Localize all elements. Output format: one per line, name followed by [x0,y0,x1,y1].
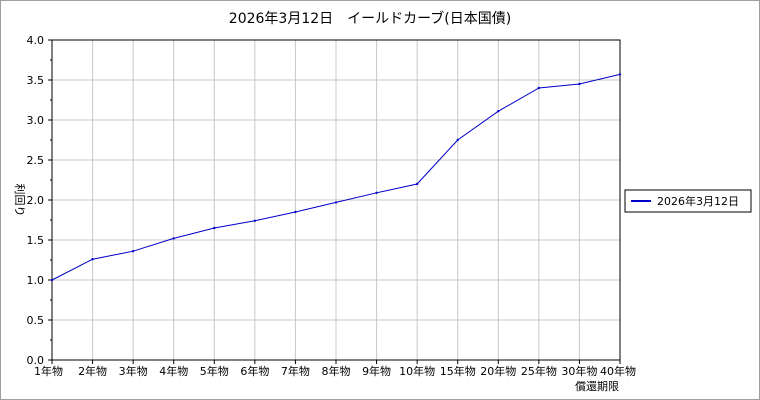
data-point [415,182,419,186]
y-tick-label: 0.0 [27,354,45,367]
x-tick-label: 7年物 [281,364,310,378]
data-point [91,258,94,261]
y-tick-label: 1.0 [27,274,45,287]
x-tick-label: 8年物 [322,364,351,378]
x-tick-label: 4年物 [159,364,188,378]
data-point [294,210,297,214]
legend-box [624,189,752,213]
x-tick-label: 40年物 [600,364,636,378]
chart-title: 2026年3月12日 イールドカーブ(日本国債) [229,10,511,27]
y-tick-label: 2.5 [27,154,45,167]
data-point [213,226,216,230]
x-tick-label: 25年物 [521,364,557,378]
x-tick-label: 3年物 [119,364,148,378]
x-tick-label: 2年物 [78,364,107,378]
y-axis-ticks: 0.0 0.5 1.0 1.5 2.0 2.5 3.0 3.5 4.0 [27,34,52,367]
x-tick-label: 5年物 [200,364,229,378]
legend[interactable]: 2026年3月12日 [624,189,752,213]
y-tick-label: 1.5 [27,234,45,247]
y-tick-label: 3.0 [27,114,45,127]
legend-label: 2026年3月12日 [657,194,739,208]
y-axis-label: 利回り [13,184,26,217]
data-point [334,201,338,204]
y-tick-label: 3.5 [27,74,45,87]
x-tick-label: 1年物 [34,364,63,378]
data-point [50,278,54,282]
grid-lines [52,40,620,360]
x-tick-label: 30年物 [561,364,597,378]
x-tick-label: 9年物 [362,364,391,378]
series-layer [50,73,622,282]
x-tick-label: 10年物 [399,364,435,378]
data-point [375,191,378,194]
y-tick-label: 4.0 [27,34,45,47]
data-point [253,219,257,222]
x-axis-ticks: 1年物 2年物 3年物 4年物 5年物 6年物 7年物 8年物 9年物 10年物 15年物 20年物 2… [34,360,636,378]
data-point [578,82,581,86]
y-tick-label: 2.0 [27,194,45,207]
data-point [172,237,175,240]
y-tick-label: 0.5 [27,314,45,327]
data-point [456,138,459,142]
data-point [618,73,622,76]
data-point [497,110,500,113]
data-point [537,86,541,90]
x-axis-label: 償還期限 [575,379,619,393]
x-tick-label: 15年物 [440,364,476,378]
x-tick-label: 6年物 [240,364,269,378]
data-point [131,250,135,253]
x-tick-label: 20年物 [480,364,516,378]
